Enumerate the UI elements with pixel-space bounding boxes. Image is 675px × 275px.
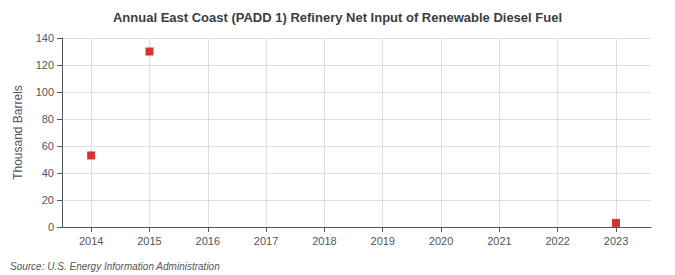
svg-text:100: 100 <box>36 86 54 98</box>
svg-text:140: 140 <box>36 32 54 44</box>
svg-text:80: 80 <box>42 113 54 125</box>
svg-text:120: 120 <box>36 59 54 71</box>
svg-text:Source: U.S. Energy Informatio: Source: U.S. Energy Information Administ… <box>10 261 220 272</box>
svg-text:2021: 2021 <box>487 235 511 247</box>
svg-text:0: 0 <box>48 221 54 233</box>
svg-text:Annual East Coast (PADD 1) Ref: Annual East Coast (PADD 1) Refinery Net … <box>113 10 562 25</box>
svg-text:2022: 2022 <box>545 235 569 247</box>
svg-text:20: 20 <box>42 194 54 206</box>
svg-text:2018: 2018 <box>312 235 336 247</box>
svg-text:2023: 2023 <box>604 235 628 247</box>
svg-text:2017: 2017 <box>254 235 278 247</box>
svg-text:2020: 2020 <box>429 235 453 247</box>
svg-text:60: 60 <box>42 140 54 152</box>
svg-text:Thousand Barrels: Thousand Barrels <box>11 85 25 180</box>
svg-text:2019: 2019 <box>371 235 395 247</box>
svg-text:2016: 2016 <box>196 235 220 247</box>
svg-text:2015: 2015 <box>137 235 161 247</box>
svg-text:40: 40 <box>42 167 54 179</box>
svg-text:2014: 2014 <box>79 235 103 247</box>
